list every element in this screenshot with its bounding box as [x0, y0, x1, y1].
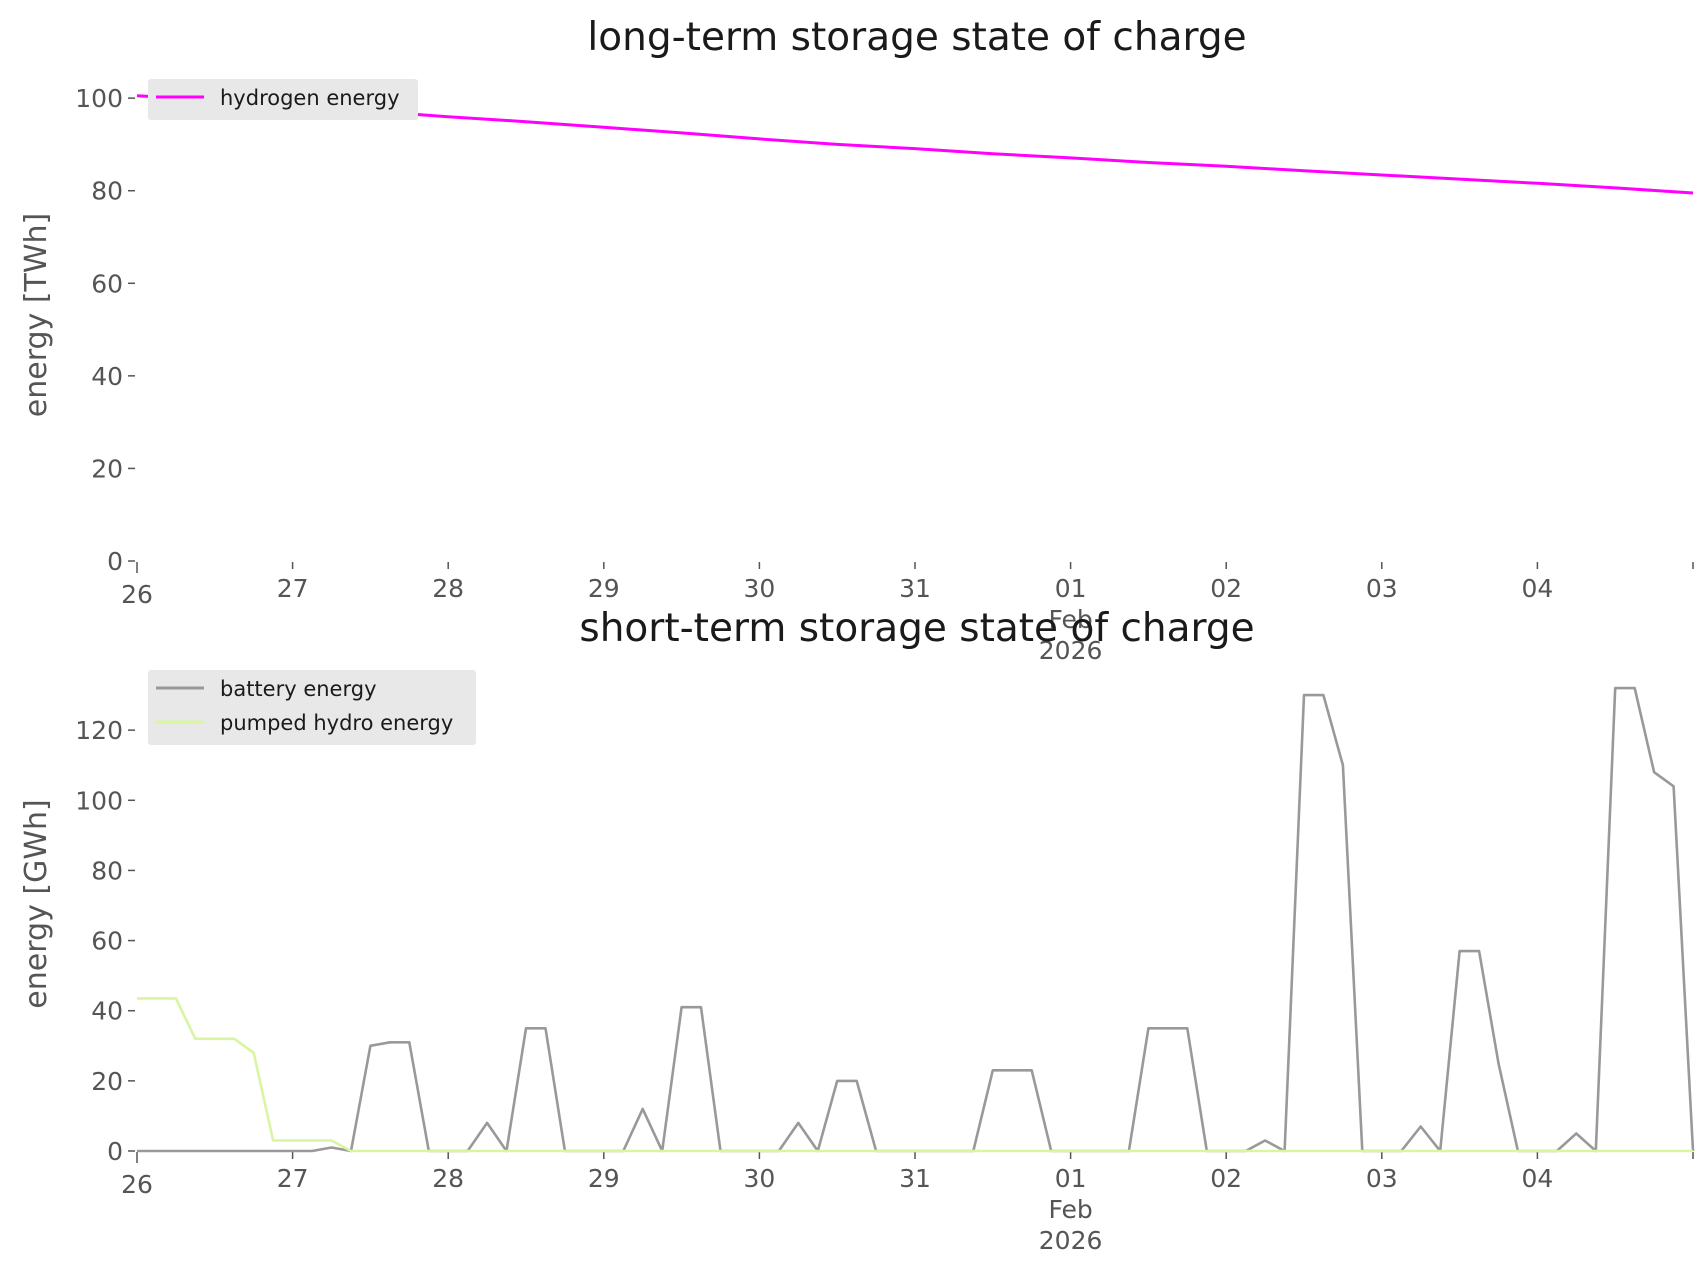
y-axis-label: energy [GWh] — [19, 799, 54, 1008]
y-tick-label: 0 — [107, 1137, 123, 1166]
x-tick-label: 28 — [432, 574, 464, 603]
y-tick-label: 40 — [91, 362, 123, 391]
legend-label-battery: battery energy — [220, 677, 377, 701]
chart-title: short-term storage state of charge — [579, 606, 1254, 651]
chart-long-term: long-term storage state of charge energy… — [19, 15, 1694, 665]
chart-short-term: short-term storage state of charge energ… — [19, 606, 1695, 1255]
x-tick-label: 29 — [588, 574, 620, 603]
y-tick-label: 100 — [75, 84, 123, 113]
x-tick-label: 27 — [277, 574, 309, 603]
x-tick-label: 31 — [899, 1164, 931, 1193]
chart-title: long-term storage state of charge — [587, 15, 1246, 60]
x-tick-sublabel: Feb — [1048, 1195, 1092, 1224]
x-tick-label: 02 — [1210, 1164, 1242, 1193]
x-tick-label: 04 — [1521, 574, 1553, 603]
series-line-0 — [137, 686, 1695, 1153]
x-tick-label: 29 — [588, 1164, 620, 1193]
y-tick-label: 80 — [91, 177, 123, 206]
y-tick-label: 80 — [91, 856, 123, 885]
legend-box — [148, 670, 476, 745]
x-tick-label: 04 — [1521, 1164, 1553, 1193]
x-tick-label: 26 — [121, 1170, 153, 1199]
legend: hydrogen energy — [148, 79, 418, 120]
x-tick-label: 30 — [743, 574, 775, 603]
x-tick-label: 28 — [432, 1164, 464, 1193]
y-tick-label: 60 — [91, 269, 123, 298]
x-tick-label: 01 — [1055, 574, 1087, 603]
x-tick-label: 27 — [277, 1164, 309, 1193]
y-tick-label: 20 — [91, 1067, 123, 1096]
x-tick-label: 03 — [1366, 574, 1398, 603]
legend: battery energy pumped hydro energy — [148, 670, 476, 745]
legend-label-hydrogen: hydrogen energy — [220, 86, 400, 110]
y-axis-label: energy [TWh] — [19, 213, 54, 417]
x-tick-label: 30 — [743, 1164, 775, 1193]
y-tick-label: 0 — [107, 547, 123, 576]
x-tick-label: 01 — [1055, 1164, 1087, 1193]
x-tick-sublabel: 2026 — [1039, 1226, 1103, 1255]
x-tick-sublabel: 2026 — [1039, 636, 1103, 665]
legend-box — [148, 79, 418, 120]
y-tick-label: 120 — [75, 716, 123, 745]
x-tick-label: 26 — [121, 580, 153, 609]
y-tick-label: 60 — [91, 927, 123, 956]
x-tick-label: 03 — [1366, 1164, 1398, 1193]
y-tick-label: 40 — [91, 997, 123, 1026]
series-lines — [137, 686, 1695, 1153]
x-tick-label: 02 — [1210, 574, 1242, 603]
y-tick-label: 20 — [91, 454, 123, 483]
x-tick-sublabel: Feb — [1048, 605, 1092, 634]
x-tick-label: 31 — [899, 574, 931, 603]
series-line-1 — [137, 997, 1693, 1153]
legend-label-pumped-hydro: pumped hydro energy — [220, 711, 453, 735]
y-tick-label: 100 — [75, 786, 123, 815]
